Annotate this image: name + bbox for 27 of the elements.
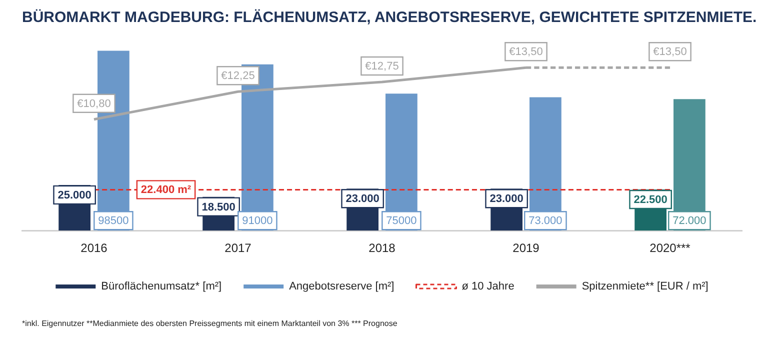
data-label: €12,25 xyxy=(221,70,255,82)
legend-label: Spitzenmiete** [EUR / m²] xyxy=(582,280,708,293)
data-label: 23.000 xyxy=(346,193,380,206)
x-tick-label: 2019 xyxy=(512,241,540,256)
legend-label: Büroflächenumsatz* [m²] xyxy=(101,280,222,293)
text: *inkl. Eigennutzer **Medianmiete des obersten Preissegments mit einem Marktanteil von 3% *** Prognose xyxy=(22,319,398,328)
x-tick-label: 2018 xyxy=(368,241,396,256)
annotation: 22.400 m² xyxy=(140,184,192,196)
data-label: €10,80 xyxy=(77,98,111,110)
data-label: €13,50 xyxy=(653,46,687,58)
x-tick-label: 2017 xyxy=(224,241,252,256)
data-label: 91000 xyxy=(242,215,273,228)
data-label: €13,50 xyxy=(509,46,543,58)
data-label: 73.000 xyxy=(528,215,562,228)
data-label: 25.000 xyxy=(58,189,92,202)
data-label: 72.000 xyxy=(672,215,706,228)
data-label: 22.500 xyxy=(634,194,668,206)
chart-title: BÜROMARKT MAGDEBURG: FLÄCHENUMSATZ, ANGEBOTSRESERVE, GEWICHTETE SPITZENMIETE. xyxy=(22,9,757,26)
legend-label: Angebotsreserve [m²] xyxy=(289,280,394,293)
x-tick-label: 2020*** xyxy=(650,241,691,256)
data-label: 75000 xyxy=(386,215,417,228)
x-tick-label: 2016 xyxy=(80,241,108,256)
data-label: 23.000 xyxy=(490,193,524,206)
data-label: 18.500 xyxy=(202,201,236,214)
data-label: €12,75 xyxy=(365,60,399,73)
legend-label: ø 10 Jahre xyxy=(462,280,514,293)
data-label: 98500 xyxy=(98,215,129,228)
